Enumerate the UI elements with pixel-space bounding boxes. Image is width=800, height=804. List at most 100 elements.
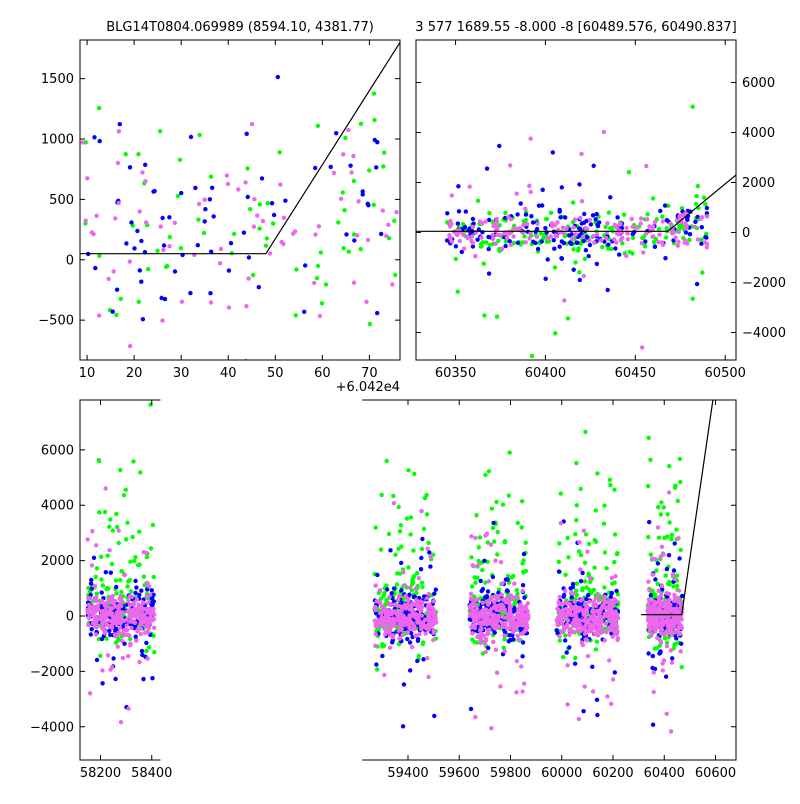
pink-point (639, 241, 644, 246)
pink-point (638, 216, 644, 221)
blue-point (208, 291, 213, 296)
green-point (314, 276, 320, 281)
pink-point (651, 622, 656, 627)
blue-point (663, 256, 668, 261)
pink-point (465, 235, 470, 241)
pink-point (557, 634, 562, 639)
green-point (501, 645, 506, 650)
blue-point (535, 246, 541, 252)
pink-point (120, 655, 126, 661)
blue-point (167, 215, 172, 220)
green-point (151, 574, 156, 580)
blue-point (590, 213, 596, 218)
pink-point (405, 630, 410, 635)
blue-point (137, 592, 142, 598)
pink-point (614, 240, 619, 245)
pink-point (148, 592, 153, 598)
green-point (340, 190, 345, 195)
blue-point (497, 143, 502, 149)
pink-point (244, 304, 249, 309)
blue-point (114, 584, 119, 590)
pink-point (604, 629, 609, 635)
blue-point (172, 269, 178, 274)
pink-point (449, 221, 454, 226)
green-point (116, 540, 121, 546)
pink-point (137, 659, 142, 665)
pink-point (661, 658, 667, 663)
blue-point (518, 625, 523, 631)
green-point (610, 225, 615, 230)
pink-point (402, 583, 407, 588)
green-point (453, 256, 458, 262)
blue-point (533, 240, 538, 246)
green-point (699, 237, 704, 242)
blue-point (150, 676, 155, 681)
pink-point (661, 552, 666, 557)
pink-point (236, 187, 241, 192)
pink-point (583, 637, 588, 642)
blue-point (578, 226, 583, 232)
pink-point (534, 234, 540, 239)
y-tick-label: 0 (66, 610, 74, 625)
green-point (655, 645, 660, 651)
pink-point (144, 594, 149, 599)
green-point (666, 579, 672, 585)
green-point (566, 555, 571, 560)
green-point (573, 260, 578, 265)
pink-point (476, 562, 481, 567)
pink-point (92, 584, 98, 589)
pink-point (365, 237, 371, 243)
green-point (100, 583, 106, 588)
green-point (109, 561, 115, 567)
green-point (114, 511, 119, 517)
pink-point (386, 222, 391, 227)
pink-point (125, 632, 131, 637)
green-point (503, 210, 508, 215)
pink-point (135, 627, 140, 632)
pink-point (128, 615, 134, 620)
pink-point (522, 681, 527, 686)
pink-point (278, 182, 283, 187)
pink-point (86, 622, 91, 628)
pink-point (646, 601, 652, 606)
blue-point (569, 241, 574, 246)
pink-point (419, 508, 424, 514)
green-point (578, 552, 584, 558)
pink-point (349, 170, 354, 175)
pink-point (603, 613, 608, 619)
pink-point (143, 220, 149, 225)
blue-point (670, 656, 675, 661)
pink-point (491, 639, 496, 645)
pink-point (469, 234, 475, 239)
blue-point (486, 246, 491, 252)
green-point (102, 509, 108, 515)
pink-point (604, 235, 609, 241)
pink-point (117, 626, 123, 631)
pink-point (146, 626, 151, 631)
pink-point (601, 129, 607, 135)
pink-point (666, 490, 672, 495)
green-point (495, 529, 500, 535)
green-point (424, 512, 430, 517)
pink-point (317, 313, 323, 319)
blue-point (584, 596, 589, 602)
pink-point (664, 644, 670, 649)
blue-point (652, 244, 658, 249)
green-point (342, 208, 347, 213)
pink-point (594, 232, 600, 237)
blue-point (478, 578, 483, 584)
green-point (515, 520, 520, 526)
pink-point (423, 631, 428, 636)
pink-point (584, 612, 589, 617)
green-point (687, 237, 692, 243)
blue-point (88, 581, 94, 586)
x-tick-label: 60000 (541, 766, 582, 781)
blue-point (581, 709, 586, 714)
blue-point (507, 239, 512, 244)
pink-point (676, 536, 681, 541)
blue-point (211, 214, 216, 219)
blue-point (149, 596, 155, 601)
green-point (476, 558, 481, 564)
green-point (563, 633, 568, 638)
green-point (371, 91, 377, 96)
